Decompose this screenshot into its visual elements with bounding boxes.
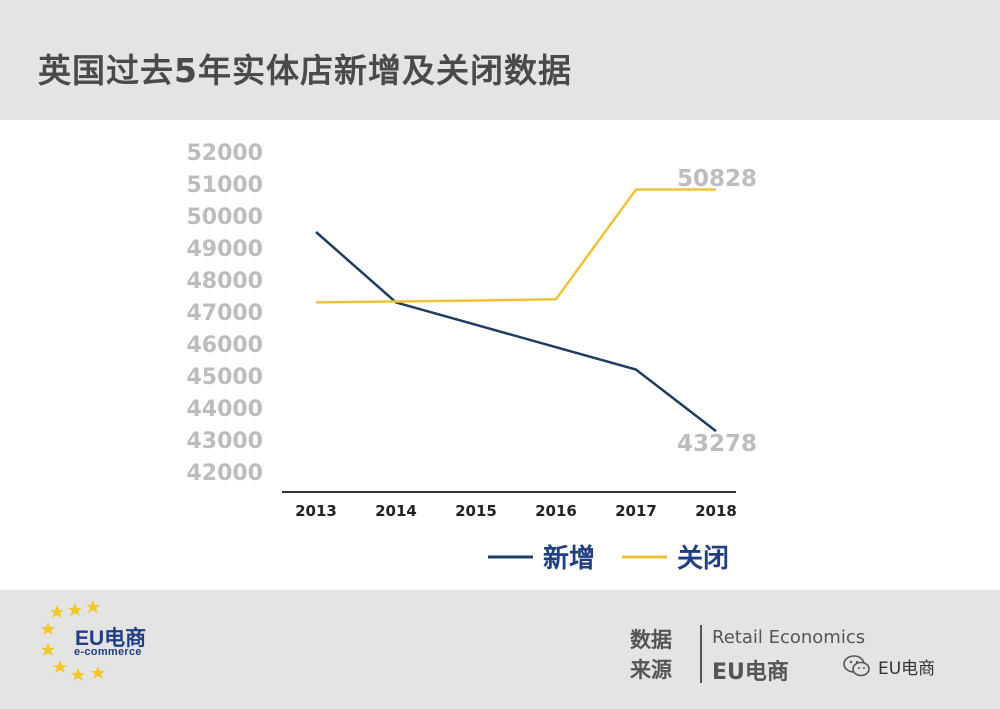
page-title: 英国过去5年实体店新增及关闭数据: [38, 51, 572, 90]
y-tick-label: 48000: [186, 269, 263, 294]
x-tick-label: 2014: [375, 502, 417, 520]
series-line-1: [315, 231, 717, 433]
source-label: 数据来源: [630, 628, 672, 682]
eu-stars-logo-icon: [41, 600, 105, 681]
logo-text: EU电商: [75, 627, 147, 650]
legend: 新增 关闭: [488, 543, 729, 574]
logo-subtitle: e-commerce: [74, 646, 142, 658]
y-tick-label: 42000: [186, 461, 263, 486]
y-tick-label: 44000: [186, 397, 263, 422]
y-tick-label: 51000: [186, 173, 263, 198]
series-line-2: [315, 188, 716, 304]
source-name: Retail Economics: [712, 627, 866, 648]
x-axis-ticks: 2013 2014 2015 2016 2017 2018: [295, 502, 737, 520]
line-chart: 52000 51000 50000 49000 48000 47000 46000 45000…: [186, 141, 757, 574]
annotation-min: 43278: [677, 431, 757, 457]
x-tick-label: 2016: [535, 502, 577, 520]
legend-label: 关闭: [677, 544, 729, 574]
source-brand: EU电商: [712, 660, 789, 685]
x-tick-label: 2018: [695, 502, 737, 520]
source-divider: [700, 625, 702, 683]
y-tick-label: 46000: [186, 333, 263, 358]
x-tick-label: 2015: [455, 502, 497, 520]
footer-band: [0, 590, 1000, 709]
annotations: 50828 43278: [677, 166, 757, 457]
legend-label: 新增: [543, 543, 595, 574]
y-tick-label: 43000: [186, 429, 263, 454]
x-tick-label: 2013: [295, 502, 337, 520]
watermark-text: EU电商: [878, 658, 936, 679]
y-tick-label: 47000: [186, 301, 263, 326]
y-tick-label: 49000: [186, 237, 263, 262]
y-tick-label: 50000: [186, 205, 263, 230]
series-lines: [315, 188, 717, 433]
x-tick-label: 2017: [615, 502, 657, 520]
y-axis-ticks: 52000 51000 50000 49000 48000 47000 46000 45000…: [186, 141, 263, 486]
y-tick-label: 52000: [186, 141, 263, 166]
annotation-max: 50828: [677, 166, 757, 192]
y-tick-label: 45000: [186, 365, 263, 390]
wechat-watermark: EU电商: [842, 651, 935, 681]
wechat-icon: [843, 655, 870, 677]
header-band: [0, 0, 1000, 120]
